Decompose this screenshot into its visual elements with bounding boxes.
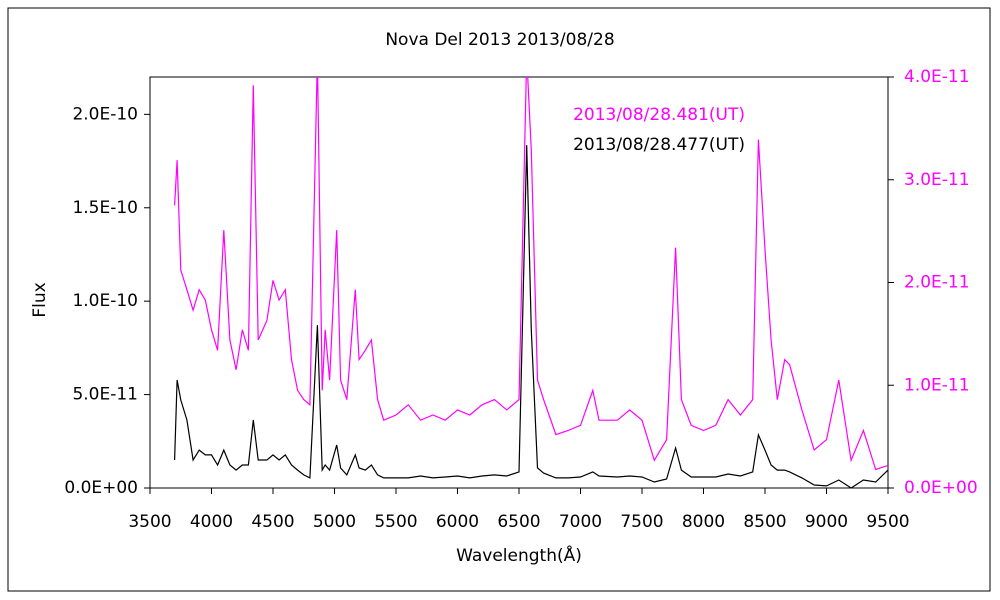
x-axis-label: Wavelength(Å) [456,544,582,566]
y-tick-label: 1.0E-10 [72,291,138,311]
chart-title: Nova Del 2013 2013/08/28 [385,30,614,50]
y2-tick-label: 1.0E-11 [904,375,970,395]
y-tick-label: 2.0E-10 [72,104,138,124]
x-tick-label: 8500 [743,512,786,532]
y-tick-label: 5.0E-11 [72,385,138,405]
x-tick-label: 9000 [805,512,848,532]
series-line [174,77,888,471]
series-line [174,145,888,488]
x-tick-label: 8000 [682,512,725,532]
frame [7,7,991,592]
x-tick-label: 9500 [866,512,909,532]
x-tick-label: 4000 [190,512,233,532]
y-tick-label: 1.5E-10 [72,198,138,218]
y-tick-label: 0.0E+00 [64,478,138,498]
y2-tick-label: 3.0E-11 [904,170,970,190]
x-tick-label: 3500 [128,512,171,532]
y2-tick-label: 0.0E+00 [904,478,978,498]
x-tick-label: 7500 [620,512,663,532]
lines [174,77,888,488]
x-tick-label: 7000 [559,512,602,532]
y2-tick-label: 2.0E-11 [904,273,970,293]
x-tick-label: 6500 [497,512,540,532]
y2-tick-label: 4.0E-11 [904,67,970,87]
x-tick-label: 6000 [436,512,479,532]
x-tick-label: 5500 [374,512,417,532]
x-tick-label: 4500 [251,512,294,532]
x-tick-label: 5000 [313,512,356,532]
y-axis-label: Flux [30,282,50,317]
legend-entry: 2013/08/28.481(UT) [573,105,745,125]
legend-entry: 2013/08/28.477(UT) [573,135,745,155]
